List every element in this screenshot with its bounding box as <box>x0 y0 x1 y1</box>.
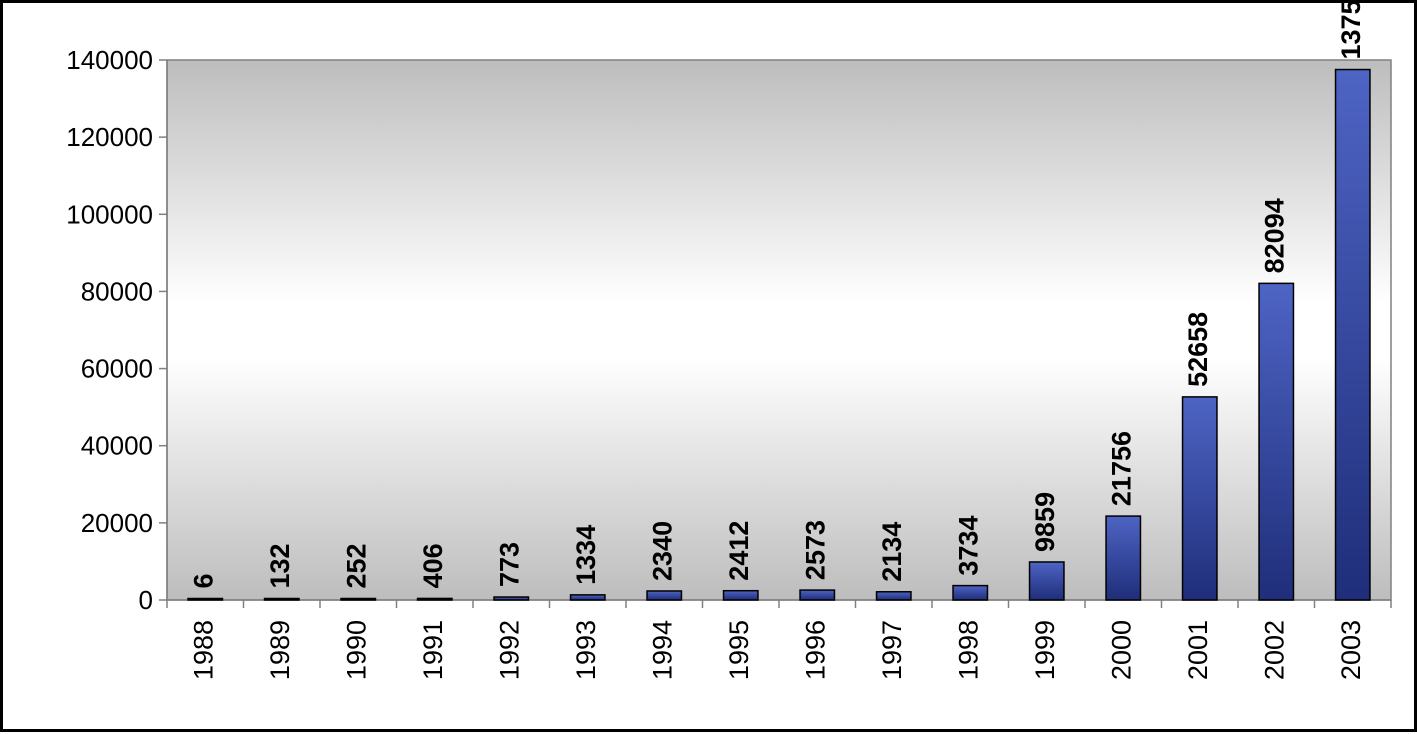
bar-1993 <box>569 594 606 601</box>
x-tick-label: 1991 <box>418 620 448 680</box>
data-label-2001: 52658 <box>1183 312 1213 387</box>
x-tick-label: 1988 <box>188 620 218 680</box>
data-label-2002: 82094 <box>1259 198 1289 273</box>
y-tick-label: 80000 <box>81 276 153 306</box>
y-tick-label: 0 <box>139 585 153 615</box>
data-label-1991: 406 <box>418 543 448 588</box>
bar-1988 <box>187 597 224 601</box>
x-tick-label: 1997 <box>877 620 907 680</box>
bar-1998 <box>952 584 989 601</box>
x-tick-label: 2003 <box>1336 620 1366 680</box>
y-tick-label: 20000 <box>81 508 153 538</box>
y-tick-label: 40000 <box>81 431 153 461</box>
x-tick-label: 1990 <box>341 620 371 680</box>
x-tick-label: 2001 <box>1183 620 1213 680</box>
bar-1992 <box>493 596 530 601</box>
bar-1999 <box>1028 561 1065 601</box>
bar-1996 <box>799 589 836 601</box>
bar-1995 <box>722 589 759 601</box>
data-label-2000: 21756 <box>1106 431 1136 506</box>
x-tick-label: 1999 <box>1030 620 1060 680</box>
data-label-1992: 773 <box>494 542 524 587</box>
data-label-1988: 6 <box>188 573 218 588</box>
x-tick-label: 1995 <box>724 620 754 680</box>
bar-2001 <box>1181 396 1218 601</box>
data-label-1993: 1334 <box>571 525 601 585</box>
x-tick-label: 1993 <box>571 620 601 680</box>
data-label-1989: 132 <box>265 543 295 588</box>
y-tick-label: 120000 <box>66 122 153 152</box>
data-label-1994: 2340 <box>647 521 677 581</box>
x-axis: 1988 1989 1990 1991 1992 1993 1994 1995 1996 1997… <box>166 599 1392 680</box>
bar-chart: 020000400006000080000100000120000140000 … <box>66 0 1392 680</box>
bar-2000 <box>1105 515 1142 601</box>
x-tick-label: 2002 <box>1259 620 1289 680</box>
bar-1989 <box>263 597 300 601</box>
x-tick-label: 1998 <box>953 620 983 680</box>
data-label-1995: 2412 <box>724 521 754 581</box>
data-label-1998: 3734 <box>953 516 983 576</box>
bar-2003 <box>1334 68 1371 601</box>
bar-1997 <box>875 591 912 601</box>
bar-2002 <box>1258 282 1295 601</box>
data-label-1997: 2134 <box>877 522 907 582</box>
x-tick-label: 1996 <box>800 620 830 680</box>
x-tick-label: 1992 <box>494 620 524 680</box>
data-label-2003: 137529 <box>1336 3 1366 60</box>
data-label-1996: 2573 <box>800 520 830 580</box>
y-tick-label: 60000 <box>81 354 153 384</box>
data-labels: 6 132 252 406 773 1334 2340 2412 2573 2134 3734 985… <box>188 0 1366 589</box>
y-axis: 0 20000 40000 60000 80000 100000 120000 140000 <box>66 45 168 615</box>
x-tick-label: 2000 <box>1106 620 1136 680</box>
data-label-1990: 252 <box>341 543 371 588</box>
bar-1990 <box>340 597 377 601</box>
bar-1991 <box>416 597 453 601</box>
x-tick-label: 1989 <box>265 620 295 680</box>
y-tick-label: 140000 <box>66 45 153 75</box>
y-tick-label: 100000 <box>66 199 153 229</box>
data-label-1999: 9859 <box>1030 492 1060 552</box>
bar-1994 <box>646 590 683 601</box>
x-tick-label: 1994 <box>647 620 677 680</box>
bar-series <box>187 68 1371 601</box>
